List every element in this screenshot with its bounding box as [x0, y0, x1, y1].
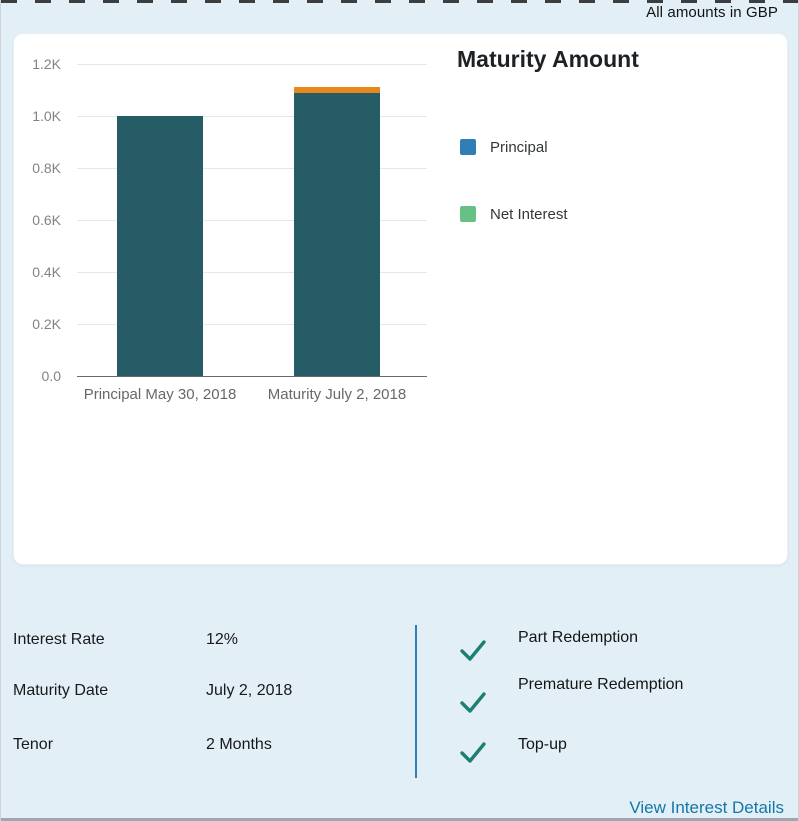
gridline — [77, 168, 427, 169]
vertical-divider — [415, 625, 417, 778]
principal-swatch-icon — [460, 139, 476, 155]
gridline — [77, 64, 427, 65]
bar-principal[interactable] — [294, 92, 380, 376]
check-icon — [459, 639, 487, 668]
feature-label: Premature Redemption — [518, 676, 684, 693]
view-interest-details-link[interactable]: View Interest Details — [629, 798, 784, 817]
y-tick-label: 0.4K — [32, 264, 61, 280]
bar-net-interest[interactable] — [294, 87, 380, 93]
y-tick-label: 0.2K — [32, 316, 61, 332]
top-edge-artifact — [1, 0, 798, 3]
y-tick-label: 0.6K — [32, 212, 61, 228]
y-tick-label: 1.0K — [32, 108, 61, 124]
feature-part-redemption: Part Redemption — [459, 629, 638, 668]
check-icon — [459, 691, 487, 720]
gridline — [77, 116, 427, 117]
x-axis-label: Maturity July 2, 2018 — [267, 386, 407, 403]
gridline — [77, 324, 427, 325]
feature-premature-redemption: Premature Redemption — [459, 676, 683, 720]
feature-top-up: Top-up — [459, 736, 567, 770]
detail-label: Tenor — [13, 736, 54, 753]
feature-label: Part Redemption — [518, 629, 639, 646]
net-interest-swatch-icon — [460, 206, 476, 222]
chart-plot: 1.2K 1.0K 0.8K 0.6K 0.4K 0.2K 0.0 Principal May… — [32, 56, 427, 403]
gridline — [77, 220, 427, 221]
chart-title: Maturity Amount — [457, 46, 639, 72]
detail-value: 2 Months — [206, 736, 272, 753]
x-axis-label: Principal May 30, 2018 — [83, 386, 237, 403]
gridline — [77, 272, 427, 273]
feature-label: Top-up — [518, 736, 567, 753]
currency-note: All amounts in GBP — [646, 4, 778, 21]
legend-label: Principal — [490, 138, 548, 156]
detail-value: 12% — [206, 631, 239, 648]
legend-item-principal[interactable]: Principal — [460, 138, 568, 156]
y-tick-label: 0.8K — [32, 160, 61, 176]
chart-legend: Principal Net Interest — [460, 138, 568, 223]
maturity-chart-card: 1.2K 1.0K 0.8K 0.6K 0.4K 0.2K 0.0 Principal May… — [13, 33, 788, 565]
detail-label: Interest Rate — [13, 631, 105, 648]
bar-principal[interactable] — [117, 116, 203, 376]
detail-row-maturity-date: Maturity Date July 2, 2018 — [13, 682, 413, 702]
detail-label: Maturity Date — [13, 682, 109, 699]
detail-value: July 2, 2018 — [206, 682, 293, 699]
detail-row-tenor: Tenor 2 Months — [13, 736, 413, 756]
legend-label: Net Interest — [490, 205, 568, 223]
y-tick-label: 0.0 — [41, 368, 61, 384]
y-tick-label: 1.2K — [32, 56, 61, 72]
legend-item-net-interest[interactable]: Net Interest — [460, 205, 568, 223]
x-axis-line — [77, 376, 427, 377]
bottom-edge-artifact — [1, 818, 798, 821]
check-icon — [459, 741, 487, 770]
detail-row-interest-rate: Interest Rate 12% — [13, 631, 413, 651]
